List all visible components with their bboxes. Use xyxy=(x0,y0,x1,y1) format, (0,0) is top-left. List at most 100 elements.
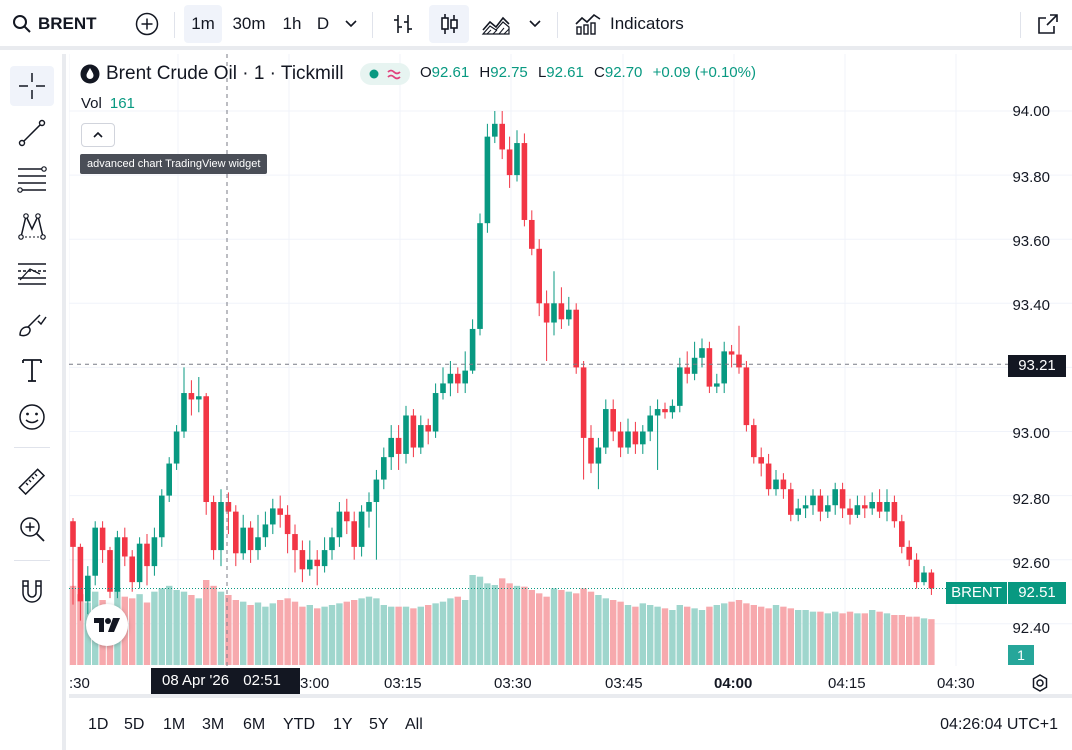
emoji-tool[interactable] xyxy=(10,397,54,437)
volume-bar xyxy=(151,591,158,665)
range-1d[interactable]: 1D xyxy=(88,716,109,733)
candle-body xyxy=(196,396,202,400)
volume-bar xyxy=(373,598,380,665)
time-tick-label: 04:30 xyxy=(937,675,975,692)
low-label: L xyxy=(537,64,547,81)
time-tick-label: 04:15 xyxy=(828,675,866,692)
bottom-toolbar: 1D 5D 1M 3M 6M YTD 1Y 5Y All 04:26:04 UT… xyxy=(69,694,1072,750)
measure-tool[interactable] xyxy=(10,462,54,502)
candle-body xyxy=(691,357,698,374)
trend-line-tool[interactable] xyxy=(10,113,54,153)
candle-body xyxy=(388,437,394,458)
bars-style-button[interactable] xyxy=(384,5,422,43)
candle-body xyxy=(129,556,135,583)
range-1y[interactable]: 1Y xyxy=(333,716,353,733)
volume-bar xyxy=(876,611,883,665)
horizontal-lines-icon xyxy=(17,166,47,193)
candle-body xyxy=(699,348,705,358)
volume-bar xyxy=(188,595,195,665)
timezone-clock[interactable]: 04:26:04 UTC+1 xyxy=(940,716,1058,733)
time-axis-settings-button[interactable] xyxy=(1030,673,1050,693)
candle-body xyxy=(366,502,372,512)
candle-body xyxy=(299,550,306,570)
ruler-icon xyxy=(18,468,46,496)
range-5d[interactable]: 5D xyxy=(124,716,145,733)
candle-body xyxy=(425,425,431,432)
pattern-icon xyxy=(18,213,46,240)
interval-1m[interactable]: 1m xyxy=(184,5,222,43)
candle-body xyxy=(773,479,779,490)
volume-bar xyxy=(314,608,321,665)
price-tick-label: 93.80 xyxy=(1012,169,1050,186)
range-3m[interactable]: 3M xyxy=(202,716,225,733)
volume-bar xyxy=(203,580,210,665)
compare-symbol-button[interactable] xyxy=(129,5,165,43)
candle-body xyxy=(410,415,417,448)
interval-d[interactable]: D xyxy=(316,14,330,33)
brush-tool[interactable] xyxy=(10,304,54,344)
candle-body xyxy=(321,550,328,567)
range-5y[interactable]: 5Y xyxy=(369,716,389,733)
volume-value: 161 xyxy=(109,95,135,112)
interval-30m[interactable]: 30m xyxy=(232,14,266,33)
indicators-button[interactable]: Indicators xyxy=(570,5,692,43)
zoom-in-tool[interactable] xyxy=(10,509,54,549)
candle-body xyxy=(543,303,550,323)
brush-icon xyxy=(19,314,47,337)
drawing-toolbar xyxy=(0,54,66,750)
forecast-tool[interactable] xyxy=(10,253,54,293)
candle-body xyxy=(876,502,883,512)
candle-body xyxy=(780,479,787,490)
volume-bar xyxy=(491,585,498,665)
pattern-tool[interactable] xyxy=(10,206,54,246)
volume-bar xyxy=(240,601,247,665)
candles-style-button[interactable] xyxy=(429,5,469,43)
candle-body xyxy=(99,527,106,551)
text-icon xyxy=(22,359,42,382)
volume-bar xyxy=(913,616,920,665)
text-tool[interactable] xyxy=(10,350,54,390)
volume-bar xyxy=(758,606,765,665)
crosshair-tool[interactable] xyxy=(10,66,54,106)
range-6m[interactable]: 6M xyxy=(243,716,266,733)
interval-1h[interactable]: 1h xyxy=(282,14,302,33)
candle-body xyxy=(188,393,195,400)
change-value: +0.09 (+0.10%) xyxy=(652,64,756,81)
magnet-tool[interactable] xyxy=(10,572,54,612)
volume-bar xyxy=(351,600,358,665)
range-1m[interactable]: 1M xyxy=(163,716,186,733)
chart-style-dropdown[interactable] xyxy=(523,5,547,43)
candle-body xyxy=(469,328,476,371)
volume-bar xyxy=(728,601,735,665)
interval-dropdown[interactable] xyxy=(339,5,363,43)
candle-body xyxy=(617,431,624,448)
market-status[interactable] xyxy=(360,63,410,85)
fib-tool[interactable] xyxy=(10,159,54,199)
candle-body xyxy=(751,425,757,458)
range-ytd[interactable]: YTD xyxy=(283,716,315,733)
tradingview-logo[interactable] xyxy=(86,604,128,646)
high-label: H xyxy=(479,64,491,81)
candle-body xyxy=(225,502,232,512)
volume-label: Vol xyxy=(81,95,102,112)
chart-area[interactable] xyxy=(69,54,1072,694)
open-in-new-window-button[interactable] xyxy=(1030,5,1066,43)
volume-bar xyxy=(639,603,646,665)
candle-body xyxy=(677,367,683,406)
candle-body xyxy=(603,409,609,448)
volume-bar xyxy=(521,586,528,665)
candle-body xyxy=(314,559,320,567)
range-all[interactable]: All xyxy=(405,716,423,733)
volume-bar xyxy=(439,601,447,665)
symbol-search[interactable]: BRENT xyxy=(6,5,116,43)
chart-legend: Brent Crude Oil · 1 · Tickmill xyxy=(80,62,344,86)
toolbar-divider xyxy=(14,447,50,448)
candle-body xyxy=(506,149,513,176)
volume-bar xyxy=(928,619,935,665)
candle-body xyxy=(329,537,335,551)
collapse-legend-button[interactable] xyxy=(81,123,115,147)
area-style-button[interactable] xyxy=(477,5,515,43)
time-tick-label: 03:15 xyxy=(384,675,422,692)
price-chart[interactable] xyxy=(69,54,1072,694)
candle-body xyxy=(862,505,868,509)
